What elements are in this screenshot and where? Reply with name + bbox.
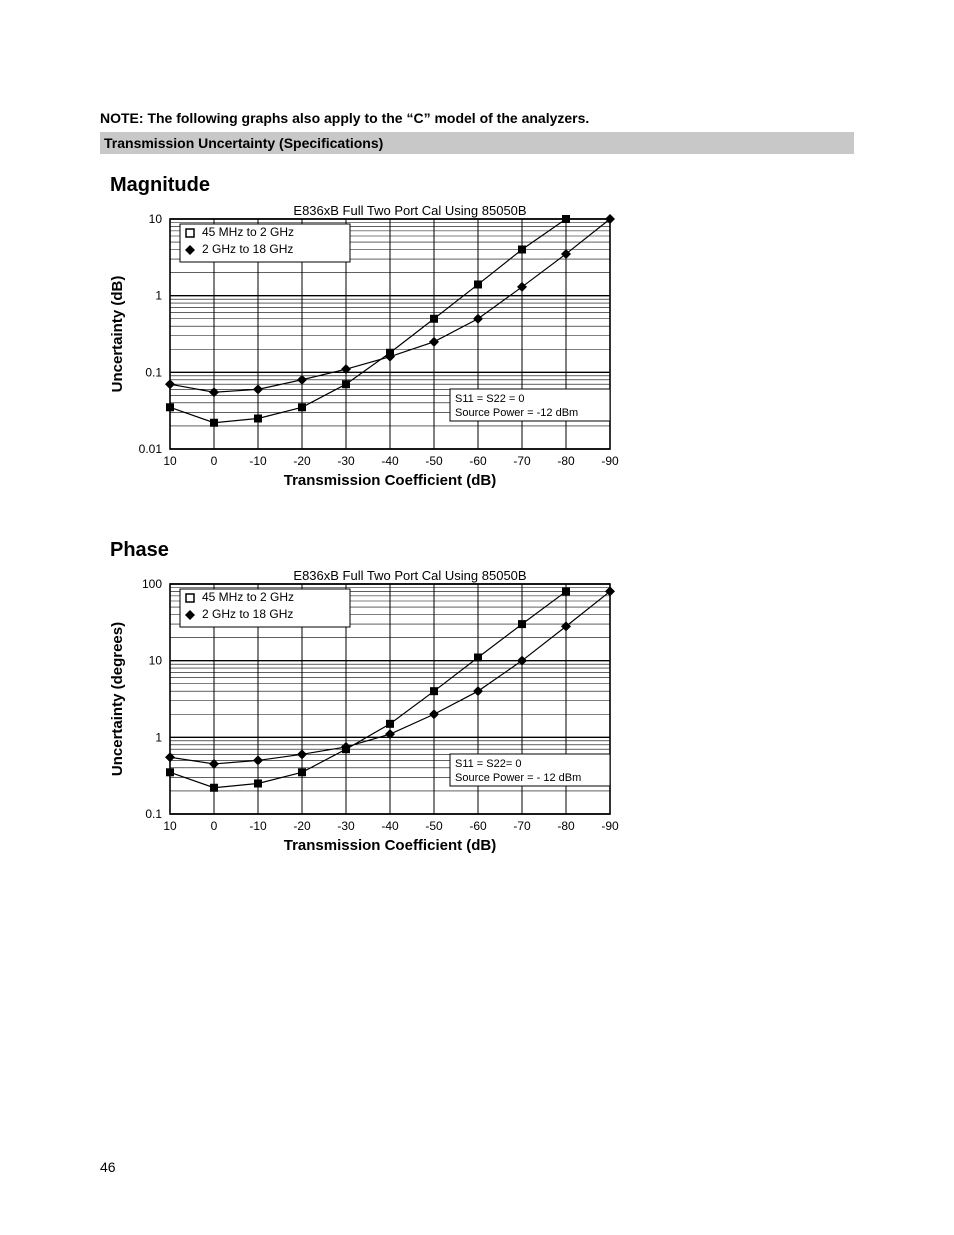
svg-text:-60: -60 — [469, 454, 487, 468]
svg-text:-40: -40 — [381, 454, 399, 468]
svg-text:-20: -20 — [293, 819, 311, 833]
svg-text:10: 10 — [149, 654, 163, 668]
svg-text:-60: -60 — [469, 819, 487, 833]
svg-text:-30: -30 — [337, 819, 355, 833]
svg-text:-80: -80 — [557, 819, 575, 833]
svg-text:-80: -80 — [557, 454, 575, 468]
svg-text:10: 10 — [149, 212, 163, 226]
chart-heading-magnitude: Magnitude — [110, 174, 854, 197]
svg-text:1: 1 — [155, 730, 162, 744]
svg-text:10: 10 — [163, 454, 177, 468]
svg-text:-10: -10 — [249, 819, 267, 833]
chart-svg-phase: 100-10-20-30-40-50-60-70-80-900.1110100T… — [100, 564, 620, 864]
svg-text:45 MHz to 2 GHz: 45 MHz to 2 GHz — [202, 590, 294, 604]
section-heading: Transmission Uncertainty (Specifications… — [100, 132, 854, 154]
svg-text:-70: -70 — [513, 819, 531, 833]
chart-svg-magnitude: 10 0 -10 -20 -30 -40 -50 -60 -70 -80 -90 0.01 0.1 1 10… — [100, 199, 620, 499]
svg-text:0.1: 0.1 — [145, 807, 162, 821]
svg-text:0: 0 — [211, 819, 218, 833]
svg-text:10: 10 — [163, 819, 177, 833]
note-text: NOTE: The following graphs also apply to… — [100, 110, 854, 126]
chart-heading-phase: Phase — [110, 539, 854, 562]
svg-text:Source Power = -12 dBm: Source Power = -12 dBm — [455, 407, 578, 419]
chart-magnitude: Magnitude 10 0 -10 -20 -30 -40 -50 -60 -70 -80 -90… — [100, 174, 854, 499]
svg-text:Source Power = - 12 dBm: Source Power = - 12 dBm — [455, 772, 581, 784]
svg-text:-30: -30 — [337, 454, 355, 468]
svg-text:E836xB Full Two Port Cal Using: E836xB Full Two Port Cal Using 85050B — [293, 203, 526, 218]
svg-text:S11 = S22 = 0: S11 = S22 = 0 — [455, 393, 525, 405]
svg-text:Uncertainty (degrees): Uncertainty (degrees) — [109, 622, 126, 776]
svg-text:-90: -90 — [601, 454, 619, 468]
page-number: 46 — [100, 1159, 116, 1175]
svg-text:E836xB Full Two Port Cal Using: E836xB Full Two Port Cal Using 85050B — [293, 568, 526, 583]
svg-text:-40: -40 — [381, 819, 399, 833]
svg-text:0.01: 0.01 — [139, 442, 163, 456]
svg-text:2 GHz to 18 GHz: 2 GHz to 18 GHz — [202, 607, 293, 621]
svg-text:Transmission Coefficient (dB): Transmission Coefficient (dB) — [284, 472, 497, 489]
page: NOTE: The following graphs also apply to… — [0, 0, 954, 1235]
svg-text:0.1: 0.1 — [145, 365, 162, 379]
svg-text:100: 100 — [142, 577, 162, 591]
svg-text:45 MHz to 2 GHz: 45 MHz to 2 GHz — [202, 225, 294, 239]
svg-text:Transmission Coefficient (dB): Transmission Coefficient (dB) — [284, 837, 497, 854]
svg-text:-50: -50 — [425, 454, 443, 468]
svg-text:-90: -90 — [601, 819, 619, 833]
svg-text:Uncertainty (dB): Uncertainty (dB) — [109, 276, 126, 393]
chart-phase: Phase 100-10-20-30-40-50-60-70-80-900.11… — [100, 539, 854, 864]
svg-text:1: 1 — [155, 289, 162, 303]
svg-text:-50: -50 — [425, 819, 443, 833]
svg-text:2 GHz to 18 GHz: 2 GHz to 18 GHz — [202, 242, 293, 256]
svg-text:-10: -10 — [249, 454, 267, 468]
svg-text:S11 = S22= 0: S11 = S22= 0 — [455, 758, 521, 770]
svg-text:-70: -70 — [513, 454, 531, 468]
svg-text:0: 0 — [211, 454, 218, 468]
svg-text:-20: -20 — [293, 454, 311, 468]
